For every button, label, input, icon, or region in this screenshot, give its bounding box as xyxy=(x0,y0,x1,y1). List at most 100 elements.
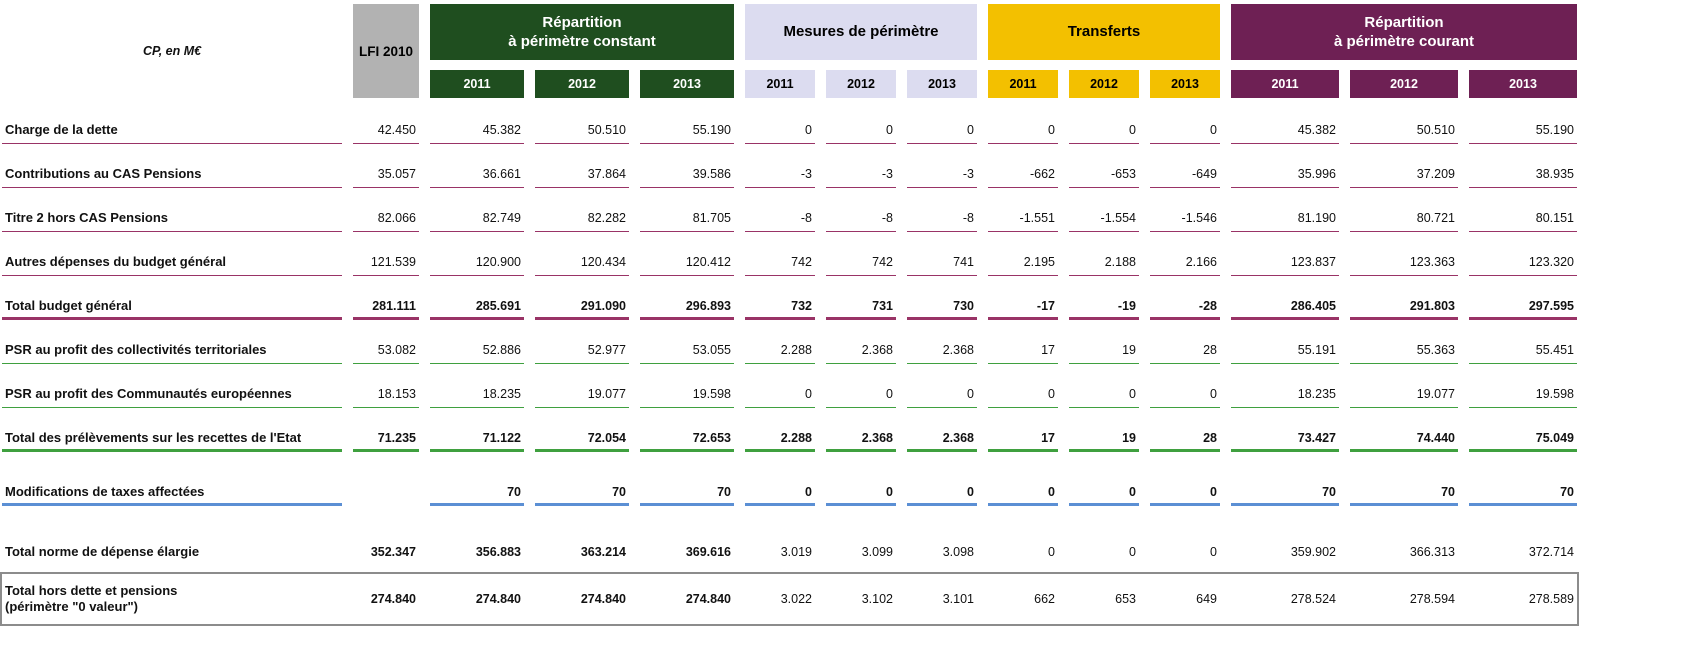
value-cell: 17 xyxy=(988,328,1058,372)
value-cell: 3.022 xyxy=(780,592,812,606)
value-cell: 70 xyxy=(430,470,524,514)
value-cell: 366.313 xyxy=(1409,545,1455,559)
value-cell: 3.098 xyxy=(942,545,974,559)
value-cell: 297.595 xyxy=(1469,284,1577,328)
value-cell: 55.363 xyxy=(1350,328,1458,372)
value-cell: 0 xyxy=(826,372,896,416)
table-row: PSR au profit des collectivités territor… xyxy=(2,328,1577,372)
value-cell: 17 xyxy=(988,416,1058,460)
value-cell: 731 xyxy=(826,284,896,328)
value-cell xyxy=(353,470,419,514)
value-cell: 0 xyxy=(1069,108,1139,152)
value-cell: 19.598 xyxy=(1469,372,1577,416)
value-cell: 71.235 xyxy=(353,416,419,460)
value-cell: 28 xyxy=(1150,328,1220,372)
row-label: PSR au profit des collectivités territor… xyxy=(2,328,342,372)
value-cell: 70 xyxy=(1350,470,1458,514)
value-cell: 72.054 xyxy=(535,416,629,460)
value-cell: 18.235 xyxy=(1231,372,1339,416)
row-label: Titre 2 hors CAS Pensions xyxy=(2,196,342,240)
value-cell: 3.099 xyxy=(861,545,893,559)
value-cell: 278.524 xyxy=(1290,592,1336,606)
col-group-repartition-courant: Répartition à périmètre courant xyxy=(1231,4,1577,60)
row-label: PSR au profit des Communautés européenne… xyxy=(2,372,342,416)
value-cell: 653 xyxy=(1115,592,1136,606)
value-cell: 274.840 xyxy=(685,592,731,606)
value-cell: 2.368 xyxy=(826,416,896,460)
value-cell: 291.803 xyxy=(1350,284,1458,328)
value-cell: 55.191 xyxy=(1231,328,1339,372)
value-cell: -1.551 xyxy=(988,196,1058,240)
value-cell: -19 xyxy=(1069,284,1139,328)
col-year: 2011 xyxy=(1231,70,1339,98)
value-cell: 55.190 xyxy=(1469,108,1577,152)
table-body: Charge de la dette 42.450 45.382 50.510 55.1… xyxy=(0,108,1579,626)
value-cell: 82.749 xyxy=(430,196,524,240)
row-label: Total norme de dépense élargie xyxy=(5,544,200,560)
value-cell: 291.090 xyxy=(535,284,629,328)
value-cell: 0 xyxy=(907,470,977,514)
value-cell: 2.288 xyxy=(745,328,815,372)
row-label: Autres dépenses du budget général xyxy=(2,240,342,284)
value-cell: 50.510 xyxy=(1350,108,1458,152)
value-cell: 121.539 xyxy=(353,240,419,284)
value-cell: 281.111 xyxy=(353,284,419,328)
value-cell: 296.893 xyxy=(640,284,734,328)
table-header: CP, en M€ LFI 2010 Répartition à périmèt… xyxy=(2,4,1577,98)
value-cell: 74.440 xyxy=(1350,416,1458,460)
value-cell: 2.166 xyxy=(1150,240,1220,284)
table-row: PSR au profit des Communautés européenne… xyxy=(2,372,1577,416)
value-cell: 274.840 xyxy=(370,592,416,606)
value-cell: 19 xyxy=(1069,328,1139,372)
col-year: 2013 xyxy=(640,70,734,98)
value-cell: 35.996 xyxy=(1231,152,1339,196)
total-box-row: Total hors dette et pensions (périmètre … xyxy=(0,572,1579,626)
value-cell: -1.554 xyxy=(1069,196,1139,240)
value-cell: 70 xyxy=(535,470,629,514)
col-year: 2013 xyxy=(907,70,977,98)
value-cell: 120.434 xyxy=(535,240,629,284)
value-cell: 53.082 xyxy=(353,328,419,372)
value-cell: 2.368 xyxy=(907,416,977,460)
value-cell: 18.235 xyxy=(430,372,524,416)
col-group-mesures-perimetre: Mesures de périmètre xyxy=(745,4,977,60)
value-cell: 0 xyxy=(1069,372,1139,416)
value-cell: 28 xyxy=(1150,416,1220,460)
value-cell: 741 xyxy=(907,240,977,284)
table-row: Total des prélèvements sur les recettes … xyxy=(2,416,1577,460)
value-cell: 0 xyxy=(1150,108,1220,152)
row-label: Modifications de taxes affectées xyxy=(2,470,342,514)
value-cell: 82.282 xyxy=(535,196,629,240)
value-cell: 19.077 xyxy=(535,372,629,416)
value-cell: 3.019 xyxy=(780,545,812,559)
value-cell: 38.935 xyxy=(1469,152,1577,196)
value-cell: 0 xyxy=(826,470,896,514)
value-cell: -649 xyxy=(1150,152,1220,196)
value-cell: 42.450 xyxy=(353,108,419,152)
col-year: 2012 xyxy=(535,70,629,98)
value-cell: 80.721 xyxy=(1350,196,1458,240)
value-cell: 37.209 xyxy=(1350,152,1458,196)
row-label: Total hors dette et pensions (périmètre … xyxy=(5,583,178,614)
value-cell: 2.368 xyxy=(826,328,896,372)
value-cell: 0 xyxy=(907,372,977,416)
value-cell: 730 xyxy=(907,284,977,328)
value-cell: 285.691 xyxy=(430,284,524,328)
value-cell: 0 xyxy=(745,372,815,416)
col-year: 2011 xyxy=(988,70,1058,98)
col-header-lfi-2010: LFI 2010 xyxy=(353,4,419,98)
value-cell: 0 xyxy=(907,108,977,152)
value-cell: 662 xyxy=(1034,592,1055,606)
table-row: Titre 2 hors CAS Pensions 82.066 82.749 82.… xyxy=(2,196,1577,240)
value-cell: 278.594 xyxy=(1409,592,1455,606)
value-cell: -653 xyxy=(1069,152,1139,196)
value-cell: -3 xyxy=(826,152,896,196)
table-row: Modifications de taxes affectées 70 70 70 0 0… xyxy=(2,470,1577,514)
value-cell: 120.900 xyxy=(430,240,524,284)
col-group-repartition-constant: Répartition à périmètre constant xyxy=(430,4,734,60)
col-year: 2011 xyxy=(430,70,524,98)
value-cell: -1.546 xyxy=(1150,196,1220,240)
col-year: 2012 xyxy=(826,70,896,98)
row-label: Contributions au CAS Pensions xyxy=(2,152,342,196)
